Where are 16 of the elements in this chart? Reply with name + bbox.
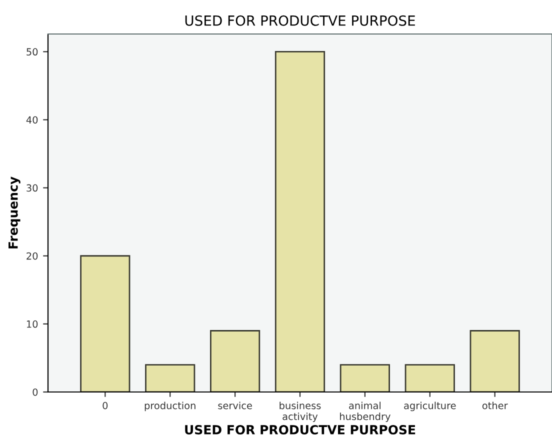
x-tick-label: animal husbendry [340, 402, 390, 422]
x-tick-label: agriculture [404, 402, 456, 412]
x-tick-label: 0 [102, 402, 108, 410]
x-tick-label: service [218, 402, 252, 410]
y-tick-label: 40 [26, 116, 38, 124]
x-tick-label: business activity [280, 402, 321, 422]
y-tick-label: 50 [26, 48, 38, 56]
x-axis-title: USED FOR PRODUCTVE PURPOSE [185, 425, 416, 434]
x-tick-label: other [482, 402, 508, 410]
chart-title: USED FOR PRODUCTVE PURPOSE [185, 15, 415, 26]
y-tick-label: 10 [26, 320, 38, 328]
y-tick-label: 0 [32, 388, 38, 396]
y-tick-label: 20 [26, 252, 38, 260]
y-axis-title: Frequency [8, 176, 20, 248]
y-tick-label: 30 [26, 184, 38, 192]
x-tick-label: production [144, 402, 196, 412]
